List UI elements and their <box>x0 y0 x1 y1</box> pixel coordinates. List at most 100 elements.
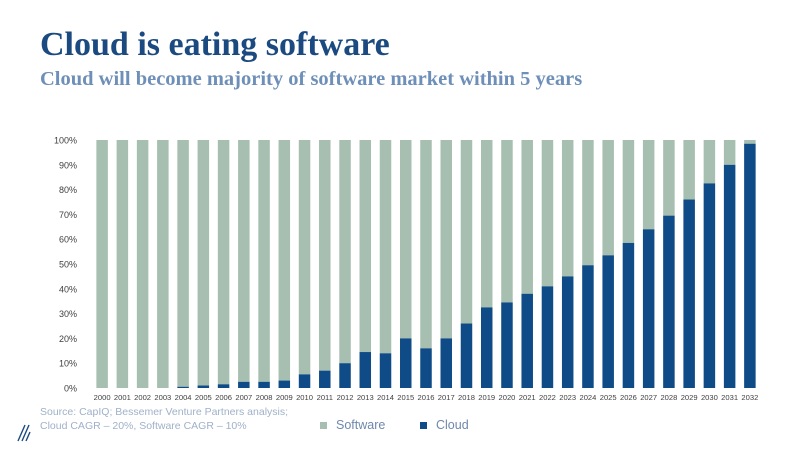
bar-cloud-2017 <box>440 338 452 388</box>
y-tick-label: 0% <box>64 384 77 394</box>
source-note: Source: CapIQ; Bessemer Venture Partners… <box>40 405 340 433</box>
bar-cloud-2026 <box>622 242 635 388</box>
x-tick-label: 2011 <box>317 393 333 402</box>
page-title: Cloud is eating software <box>40 26 390 63</box>
bar-software-2010 <box>298 140 311 375</box>
x-tick-label: 2007 <box>235 393 252 402</box>
x-tick-label: 2028 <box>660 393 677 402</box>
bar-software-2022 <box>541 140 554 287</box>
x-tick-label: 2029 <box>681 393 698 402</box>
bar-software-2032 <box>744 140 756 144</box>
x-axis: 2000 2001 2002 2003 2004 2005 2006 2007 2008 2009… <box>94 393 759 402</box>
legend-item-cloud: Cloud <box>420 418 469 432</box>
bar-cloud-2011 <box>319 370 331 388</box>
y-tick-label: 90% <box>59 160 77 170</box>
bar-cloud-2013 <box>359 352 372 388</box>
x-tick-label: 2025 <box>600 393 617 402</box>
bar-cloud-2031 <box>723 164 736 388</box>
bar-cloud-2004 <box>177 386 189 388</box>
x-tick-label: 2019 <box>478 393 495 402</box>
x-tick-label: 2032 <box>741 393 758 402</box>
bar-software-2006 <box>217 140 230 385</box>
bar-cloud-2032 <box>744 143 756 388</box>
bar-cloud-2022 <box>541 286 554 388</box>
x-tick-label: 2031 <box>721 393 738 402</box>
y-tick-label: 100% <box>54 136 77 146</box>
x-tick-label: 2016 <box>418 393 435 402</box>
bar-software-2012 <box>339 140 351 364</box>
x-tick-label: 2000 <box>94 393 111 402</box>
x-tick-label: 2027 <box>640 393 657 402</box>
bar-software-2028 <box>663 140 675 216</box>
bar-cloud-2029 <box>683 199 695 388</box>
bessemer-logo-icon <box>17 424 31 442</box>
bar-cloud-2023 <box>561 276 574 388</box>
bar-cloud-2005 <box>197 385 210 388</box>
y-tick-label: 10% <box>59 359 77 369</box>
y-tick-label: 40% <box>59 284 77 294</box>
x-tick-label: 2002 <box>134 393 151 402</box>
bar-software-2004 <box>177 140 189 387</box>
x-tick-label: 2030 <box>701 393 718 402</box>
bar-cloud-2025 <box>602 255 614 388</box>
bar-software-2005 <box>197 140 210 386</box>
x-tick-label: 2015 <box>397 393 414 402</box>
bar-cloud-2030 <box>703 183 716 388</box>
legend-swatch-software <box>320 421 327 429</box>
y-tick-label: 50% <box>59 260 77 270</box>
bar-cloud-2016 <box>420 348 432 388</box>
x-tick-label: 2017 <box>438 393 455 402</box>
x-tick-label: 2018 <box>458 393 475 402</box>
x-tick-label: 2001 <box>114 393 131 402</box>
x-tick-label: 2014 <box>377 393 394 402</box>
bar-cloud-2018 <box>460 323 473 388</box>
x-tick-label: 2023 <box>559 393 576 402</box>
bar-software-2013 <box>359 140 372 353</box>
bar-software-2025 <box>602 140 614 256</box>
x-tick-label: 2026 <box>620 393 637 402</box>
bar-cloud-2024 <box>582 265 594 388</box>
x-tick-label: 2013 <box>357 393 374 402</box>
bar-cloud-2019 <box>480 307 493 388</box>
bar-cloud-2014 <box>379 353 392 388</box>
bar-software-2015 <box>400 140 412 339</box>
bar-cloud-2012 <box>339 363 351 388</box>
x-tick-label: 2005 <box>195 393 212 402</box>
bar-cloud-2008 <box>258 381 270 388</box>
y-axis: 0% 10% 20% 30% 40% 50% 60% 70% 80% 90% 100% <box>54 136 77 394</box>
bar-software-2031 <box>723 140 736 165</box>
x-tick-label: 2012 <box>337 393 354 402</box>
legend-item-software: Software <box>320 418 385 432</box>
x-tick-label: 2006 <box>215 393 232 402</box>
x-tick-label: 2009 <box>276 393 293 402</box>
bar-cloud-2015 <box>400 338 412 388</box>
bar-software-2020 <box>501 140 513 303</box>
source-line-2: Cloud CAGR – 20%, Software CAGR – 10% <box>40 420 247 432</box>
bar-cloud-2028 <box>663 215 675 388</box>
bar-software-2016 <box>420 140 432 349</box>
x-tick-label: 2004 <box>175 393 192 402</box>
bar-software-2030 <box>703 140 716 184</box>
bar-software-2001 <box>116 140 129 388</box>
x-tick-label: 2022 <box>539 393 556 402</box>
bar-software-2002 <box>136 140 149 388</box>
bar-software-2029 <box>683 140 695 200</box>
bar-software-2011 <box>319 140 331 371</box>
bar-cloud-2006 <box>217 384 230 388</box>
x-tick-label: 2024 <box>579 393 596 402</box>
bar-software-2000 <box>96 140 108 388</box>
bar-software-2003 <box>157 140 169 388</box>
bar-cloud-2021 <box>521 293 533 388</box>
bar-cloud-2009 <box>278 380 291 388</box>
bar-software-2024 <box>582 140 594 266</box>
page-subtitle: Cloud will become majority of software m… <box>40 68 583 90</box>
y-tick-label: 20% <box>59 334 77 344</box>
bar-software-2008 <box>258 140 270 382</box>
bar-cloud-2020 <box>501 302 513 388</box>
bars <box>96 140 756 388</box>
y-tick-label: 30% <box>59 309 77 319</box>
bar-software-2021 <box>521 140 533 294</box>
bar-cloud-2007 <box>238 381 250 388</box>
x-tick-label: 2008 <box>256 393 273 402</box>
bar-cloud-2010 <box>298 374 311 388</box>
